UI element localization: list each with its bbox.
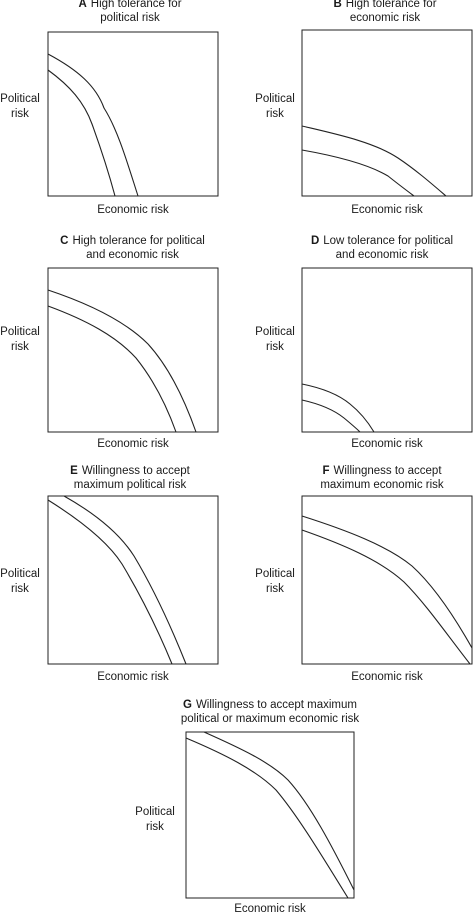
- panel-g-xlabel: Economic risk: [234, 903, 306, 915]
- panel-g-lower-curve: [185, 737, 349, 899]
- panel-d-plot: [301, 267, 473, 433]
- panel-f-letter: F: [322, 465, 330, 477]
- panel-d-lower-curve: [301, 399, 361, 433]
- panel-e-upper-curve: [63, 495, 187, 665]
- panel-b-title-text: High tolerance for economic risk: [345, 0, 437, 24]
- panel-d-title-text: Low tolerance for political and economic…: [323, 235, 454, 261]
- panel-b-letter: B: [333, 0, 342, 10]
- panel-e-title-text: Willingness to accept maximum political …: [73, 465, 190, 491]
- panel-c-lower-curve: [47, 305, 177, 433]
- panel-g-plot: [185, 731, 355, 899]
- panel-f-upper-curve: [301, 515, 473, 649]
- panel-a-plot: [47, 31, 219, 197]
- panel-a-title: A High tolerance for political risk: [40, 0, 220, 25]
- panel-c-upper-curve: [47, 289, 197, 433]
- panel-f-ylabel: Political risk: [255, 568, 295, 595]
- panel-c-letter: C: [60, 235, 69, 247]
- panel-b-frame: [301, 29, 473, 197]
- panel-e-xlabel: Economic risk: [97, 671, 169, 683]
- panel-d-title: D Low tolerance for political and economi…: [282, 234, 474, 262]
- panel-b-ylabel: Political risk: [255, 93, 295, 120]
- panel-f-title-text: Willingness to accept maximum economic r…: [320, 465, 444, 491]
- panel-a-frame: [47, 31, 219, 197]
- panel-f-plot: [301, 495, 473, 665]
- panel-f-xlabel: Economic risk: [351, 671, 423, 683]
- panel-f-title: F Willingness to accept maximum economic …: [282, 464, 474, 492]
- panel-c-xlabel: Economic risk: [97, 438, 169, 450]
- panel-d-upper-curve: [301, 383, 375, 433]
- panel-c-title: C High tolerance for political and econom…: [30, 234, 235, 262]
- panel-d-letter: D: [310, 235, 320, 247]
- panel-a-ylabel: Political risk: [0, 93, 40, 120]
- panel-g-frame: [185, 731, 355, 899]
- panel-e-ylabel: Political risk: [0, 568, 40, 595]
- panel-a-title-text: High tolerance for political risk: [90, 0, 182, 24]
- panel-c-plot: [47, 267, 219, 433]
- panel-g-title-text: Willingness to accept maximum political …: [180, 699, 360, 725]
- panel-a-letter: A: [78, 0, 87, 10]
- panel-d-xlabel: Economic risk: [351, 438, 423, 450]
- panel-b-plot: [301, 29, 473, 197]
- panel-f-frame: [301, 495, 473, 665]
- panel-e-frame: [47, 495, 219, 665]
- panel-e-lower-curve: [47, 499, 173, 665]
- panel-f-lower-curve: [301, 529, 471, 665]
- panel-c-ylabel: Political risk: [0, 326, 40, 353]
- panel-b-xlabel: Economic risk: [351, 204, 423, 216]
- panel-a-upper-curve: [47, 53, 139, 197]
- panel-e-title: E Willingness to accept maximum political…: [30, 464, 230, 492]
- panel-g-ylabel: Political risk: [135, 806, 175, 833]
- panel-d-frame: [301, 267, 473, 433]
- panel-c-title-text: High tolerance for political and economi…: [72, 235, 205, 261]
- panel-g-title: G Willingness to accept maximum political…: [155, 698, 385, 726]
- panel-b-title: B High tolerance for economic risk: [295, 0, 474, 25]
- panel-g-letter: G: [182, 699, 192, 711]
- panel-c-frame: [47, 267, 219, 433]
- panel-b-upper-curve: [301, 125, 447, 197]
- panel-g-upper-curve: [203, 731, 355, 891]
- panel-b-lower-curve: [301, 149, 415, 197]
- panel-e-letter: E: [70, 465, 78, 477]
- panel-d-ylabel: Political risk: [255, 326, 295, 353]
- panel-e-plot: [47, 495, 219, 665]
- panel-a-lower-curve: [47, 69, 116, 197]
- panel-a-xlabel: Economic risk: [97, 204, 169, 216]
